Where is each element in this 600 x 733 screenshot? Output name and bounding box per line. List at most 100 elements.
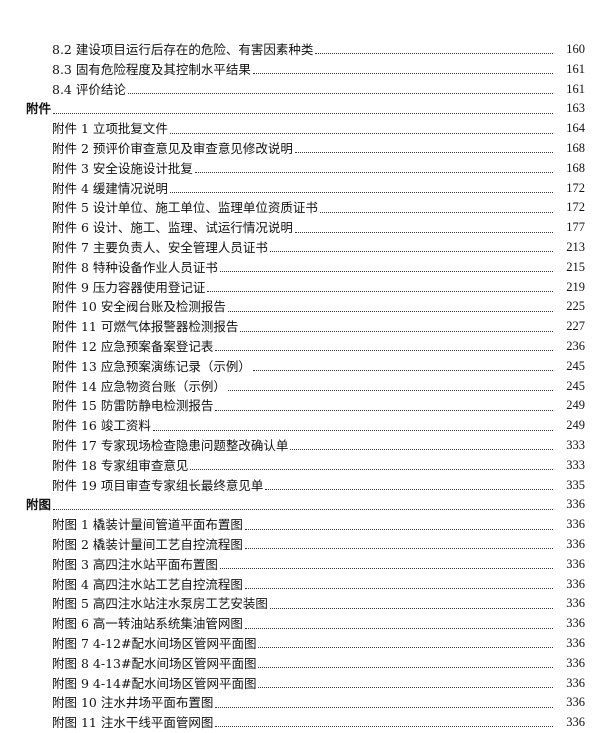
toc-entry-title: 附图 1 橇装计量间管道平面布置图: [52, 517, 243, 533]
toc-entry-title: 附件 16 竣工资料: [52, 418, 151, 434]
toc-entry-title: 附件 11 可燃气体报警器检测报告: [52, 319, 239, 335]
dot-leader: [244, 627, 553, 629]
toc-entry-page-number: 336: [566, 497, 585, 512]
dot-leader: [169, 132, 553, 134]
toc-entry-title: 附件 7 主要负责人、安全管理人员证书: [52, 239, 268, 255]
toc-entry-page-number: 215: [566, 259, 585, 274]
toc-entry-page-number: 336: [566, 576, 585, 591]
dot-leader: [252, 73, 553, 75]
toc-entry-title: 附图 3 高四注水站平面布置图: [52, 556, 218, 572]
toc-entry-page-number: 172: [566, 200, 585, 215]
toc-entry[interactable]: 附图 10 注水井场平面布置图 336: [0, 693, 600, 713]
toc-entry[interactable]: 附图 2 橇装计量间工艺自控流程图 336: [0, 535, 600, 555]
dot-leader: [258, 686, 553, 688]
toc-entry-page-number: 249: [566, 398, 585, 413]
toc-entry-title: 附件 17 专家现场检查隐患问题整改确认单: [52, 437, 289, 453]
toc-entry[interactable]: 附件 14 应急物资台账（示例） 245: [0, 377, 600, 397]
toc-entry[interactable]: 附件 16 竣工资料 249: [0, 416, 600, 436]
toc-entry-page-number: 161: [566, 81, 585, 96]
toc-section-entry[interactable]: 附图 336: [0, 495, 600, 515]
toc-entry[interactable]: 8.2 建设项目运行后存在的危险、有害因素种类 160: [0, 40, 600, 60]
toc-entry-page-number: 227: [566, 319, 585, 334]
toc-entry-title: 附件 12 应急预案备案登记表: [52, 338, 214, 354]
dot-leader: [315, 53, 553, 55]
toc-entry[interactable]: 附件 19 项目审查专家组长最终意见单 335: [0, 476, 600, 496]
toc-entry-title: 附图 7 4-12#配水间场区管网平面图: [52, 635, 257, 651]
dot-leader: [244, 528, 553, 530]
toc-entry-title: 附件 2 预评价审查意见及审查意见修改说明: [52, 140, 293, 156]
toc-entry[interactable]: 附件 6 设计、施工、监理、试运行情况说明 177: [0, 218, 600, 238]
toc-entry-page-number: 245: [566, 358, 585, 373]
toc-entry-title: 附件 3 安全设施设计批复: [52, 160, 193, 176]
toc-entry[interactable]: 附件 4 缓建情况说明 172: [0, 179, 600, 199]
toc-entry[interactable]: 附件 8 特种设备作业人员证书 215: [0, 258, 600, 278]
toc-entry[interactable]: 附图 9 4-14#配水间场区管网平面图 336: [0, 674, 600, 694]
table-of-contents: 8.2 建设项目运行后存在的危险、有害因素种类 160 8.3 固有危险程度及其控制…: [0, 40, 600, 733]
toc-entry[interactable]: 附图 7 4-12#配水间场区管网平面图 336: [0, 634, 600, 654]
dot-leader: [127, 92, 553, 94]
dot-leader: [269, 251, 553, 253]
toc-entry-page-number: 335: [566, 477, 585, 492]
toc-entry[interactable]: 附图 5 高四注水站注水泵房工艺安装图 336: [0, 594, 600, 614]
dot-leader: [227, 310, 553, 312]
dot-leader: [169, 191, 553, 193]
toc-entry[interactable]: 附件 3 安全设施设计批复 168: [0, 159, 600, 179]
toc-entry[interactable]: 附件 11 可燃气体报警器检测报告 227: [0, 317, 600, 337]
toc-entry[interactable]: 附件 1 立项批复文件 164: [0, 119, 600, 139]
toc-entry-page-number: 336: [566, 616, 585, 631]
dot-leader: [294, 152, 553, 154]
toc-entry[interactable]: 附件 7 主要负责人、安全管理人员证书 213: [0, 238, 600, 258]
toc-entry-title: 8.4 评价结论: [52, 81, 126, 97]
toc-entry-title: 附图 5 高四注水站注水泵房工艺安装图: [52, 596, 268, 612]
dot-leader: [215, 350, 553, 352]
toc-entry-page-number: 336: [566, 556, 585, 571]
toc-entry-page-number: 160: [566, 42, 585, 56]
toc-entry[interactable]: 附图 1 橇装计量间管道平面布置图 336: [0, 515, 600, 535]
toc-entry[interactable]: 附图 6 高一转油站系统集油管网图 336: [0, 614, 600, 634]
toc-entry[interactable]: 8.4 评价结论 161: [0, 80, 600, 100]
dot-leader: [219, 568, 553, 570]
toc-entry-page-number: 336: [566, 536, 585, 551]
toc-entry[interactable]: 附图 3 高四注水站平面布置图 336: [0, 555, 600, 575]
toc-entry-title: 附图 4 高四注水站工艺自控流程图: [52, 576, 243, 592]
toc-entry[interactable]: 附件 13 应急预案演练记录（示例） 245: [0, 357, 600, 377]
toc-entry[interactable]: 附件 5 设计单位、施工单位、监理单位资质证书 172: [0, 198, 600, 218]
dot-leader: [215, 726, 553, 728]
dot-leader: [240, 330, 553, 332]
toc-entry[interactable]: 附件 2 预评价审查意见及审查意见修改说明 168: [0, 139, 600, 159]
toc-entry[interactable]: 附图 8 4-13#配水间场区管网平面图 336: [0, 654, 600, 674]
dot-leader: [290, 449, 553, 451]
toc-entry-title: 附件 10 安全阀台账及检测报告: [52, 299, 226, 315]
toc-entry-title: 附图 9 4-14#配水间场区管网平面图: [52, 675, 257, 691]
toc-entry-title: 附件 19 项目审查专家组长最终意见单: [52, 477, 264, 493]
toc-entry-title: 附件 1 立项批复文件: [52, 121, 168, 137]
toc-entry-title: 附件 18 专家组审查意见: [52, 457, 189, 473]
toc-entry-page-number: 333: [566, 437, 585, 452]
toc-entry-title: 附图 6 高一转油站系统集油管网图: [52, 616, 243, 632]
toc-entry[interactable]: 附件 17 专家现场检查隐患问题整改确认单 333: [0, 436, 600, 456]
toc-entry[interactable]: 附件 12 应急预案备案登记表 236: [0, 337, 600, 357]
toc-entry-page-number: 336: [566, 517, 585, 532]
toc-entry-page-number: 245: [566, 378, 585, 393]
toc-entry[interactable]: 8.3 固有危险程度及其控制水平结果 161: [0, 60, 600, 80]
toc-entry-title: 8.2 建设项目运行后存在的危险、有害因素种类: [52, 42, 314, 57]
dot-leader: [319, 211, 553, 213]
dot-leader: [194, 172, 553, 174]
toc-entry[interactable]: 附件 10 安全阀台账及检测报告 225: [0, 297, 600, 317]
toc-entry[interactable]: 附件 15 防雷防静电检测报告 249: [0, 396, 600, 416]
toc-entry[interactable]: 附件 9 压力容器使用登记证 219: [0, 278, 600, 298]
toc-entry[interactable]: 附件 18 专家组审查意见 333: [0, 456, 600, 476]
toc-entry-page-number: 236: [566, 338, 585, 353]
dot-leader: [190, 469, 553, 471]
toc-section-entry[interactable]: 附件 163: [0, 99, 600, 119]
dot-leader: [152, 429, 553, 431]
dot-leader: [227, 389, 553, 391]
toc-entry[interactable]: 附图 11 注水干线平面管网图 336: [0, 713, 600, 733]
toc-entry-page-number: 161: [566, 61, 585, 76]
toc-entry-title: 附图 10 注水井场平面布置图: [52, 695, 214, 711]
toc-entry-title: 附件 14 应急物资台账（示例）: [52, 378, 226, 394]
toc-entry-title: 附件 6 设计、施工、监理、试运行情况说明: [52, 220, 293, 236]
toc-entry[interactable]: 附图 4 高四注水站工艺自控流程图 336: [0, 575, 600, 595]
toc-entry-page-number: 336: [566, 596, 585, 611]
dot-leader: [258, 647, 553, 649]
